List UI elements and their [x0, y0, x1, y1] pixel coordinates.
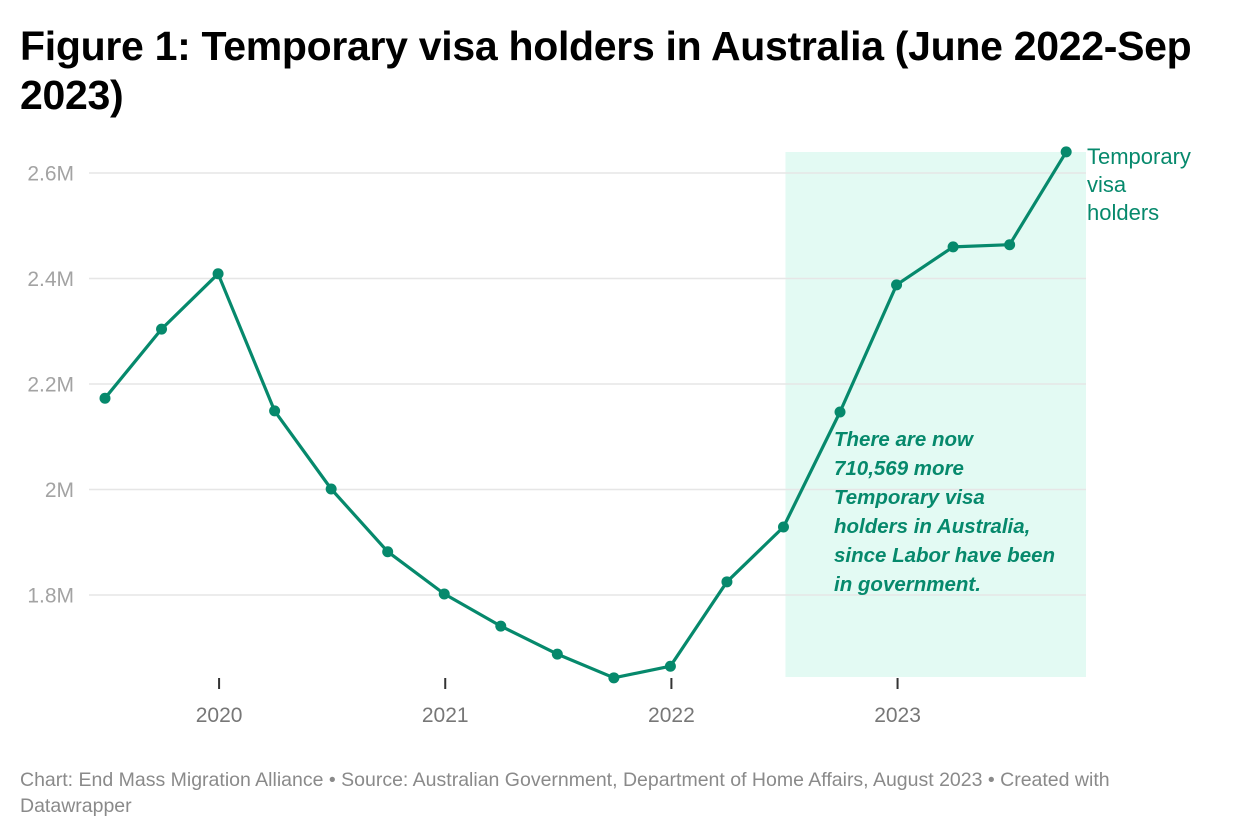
data-point	[721, 576, 733, 588]
x-tick-label: 2021	[422, 704, 469, 727]
data-point	[834, 406, 846, 418]
x-axis: 2020 2021 2022 2023	[196, 678, 921, 727]
data-point	[212, 268, 224, 280]
data-point	[777, 521, 789, 533]
gridlines	[89, 172, 1086, 596]
x-tick-label: 2022	[648, 704, 695, 727]
data-point	[382, 546, 394, 558]
series-line-temporary-visa-holders	[103, 151, 1068, 680]
data-point	[438, 588, 450, 600]
data-points	[99, 146, 1072, 684]
y-tick-label: 1.8M	[27, 585, 74, 608]
data-point	[947, 241, 959, 253]
annotation-text: There are now 710,569 more Temporary visa h…	[834, 428, 1055, 596]
data-point	[325, 483, 337, 495]
x-tick-label: 2020	[196, 704, 243, 727]
data-point	[608, 672, 620, 684]
y-tick-label: 2.4M	[27, 268, 74, 291]
data-point	[664, 660, 676, 672]
data-point	[156, 323, 168, 335]
data-point	[1004, 239, 1016, 251]
data-point	[891, 279, 903, 291]
highlight-band	[785, 152, 1086, 677]
data-point	[551, 648, 563, 660]
y-tick-label: 2.6M	[27, 163, 74, 186]
y-tick-label: 2M	[45, 479, 74, 502]
data-point	[269, 405, 281, 417]
data-point	[99, 392, 111, 404]
line-chart: 1.8M 2M 2.2M 2.4M 2.6M 2020 2021 2022 2023 Temp…	[27, 144, 1191, 727]
y-axis-labels: 1.8M 2M 2.2M 2.4M 2.6M	[27, 163, 74, 608]
data-point	[495, 620, 507, 632]
data-point	[1060, 146, 1072, 158]
chart-title: Figure 1: Temporary visa holders in Aust…	[20, 23, 1192, 118]
chart-footer-source: Chart: End Mass Migration Alliance • Sou…	[20, 769, 1110, 817]
series-label: Temporary visa holders	[1087, 144, 1191, 225]
y-tick-label: 2.2M	[27, 374, 74, 397]
x-tick-label: 2023	[874, 704, 921, 727]
